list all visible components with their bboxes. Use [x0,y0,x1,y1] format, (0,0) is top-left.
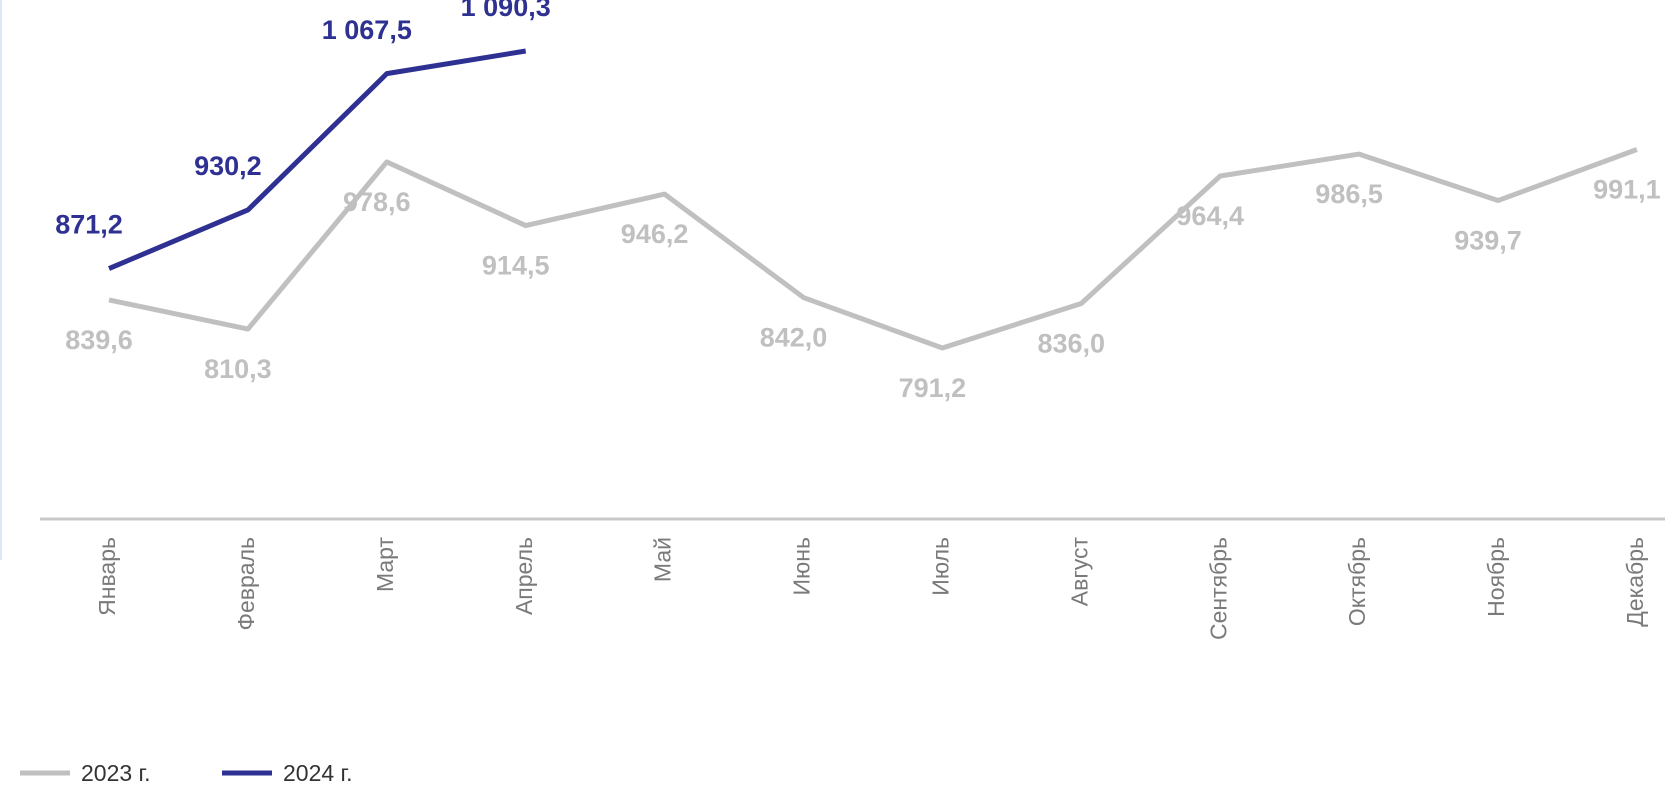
data-label: 1 090,3 [461,0,551,22]
data-label: 978,6 [343,187,411,217]
x-tick-label: Сентябрь [1205,537,1231,640]
x-tick-label: Ноябрь [1483,537,1509,617]
x-tick-label: Октябрь [1344,537,1370,626]
x-tick-label: Август [1066,537,1092,607]
x-tick-label: Март [372,537,398,592]
data-label: 871,2 [55,210,123,240]
data-label: 791,2 [899,373,967,403]
data-label: 836,0 [1038,329,1106,359]
series-line [108,147,1638,351]
data-label: 914,5 [482,251,550,281]
x-tick-label: Декабрь [1622,537,1648,627]
x-tick-label: Июнь [789,537,815,595]
x-tick-label: Июль [927,537,953,596]
data-label: 842,0 [760,323,828,353]
data-label: 939,7 [1454,226,1522,256]
data-label: 930,2 [194,151,262,181]
data-label: 986,5 [1315,179,1383,209]
x-tick-label: Февраль [233,537,259,630]
legend-label: 2023 г. [81,760,151,786]
series-line [108,48,527,271]
data-label: 991,1 [1593,175,1661,205]
data-label: 964,4 [1176,201,1244,231]
data-label: 839,6 [65,325,133,355]
data-label: 946,2 [621,219,689,249]
data-label: 1 067,5 [322,15,412,45]
data-label: 810,3 [204,354,272,384]
x-tick-label: Май [650,537,676,582]
legend-label: 2024 г. [283,760,353,786]
x-tick-label: Январь [94,537,120,616]
x-tick-label: Апрель [511,537,537,615]
